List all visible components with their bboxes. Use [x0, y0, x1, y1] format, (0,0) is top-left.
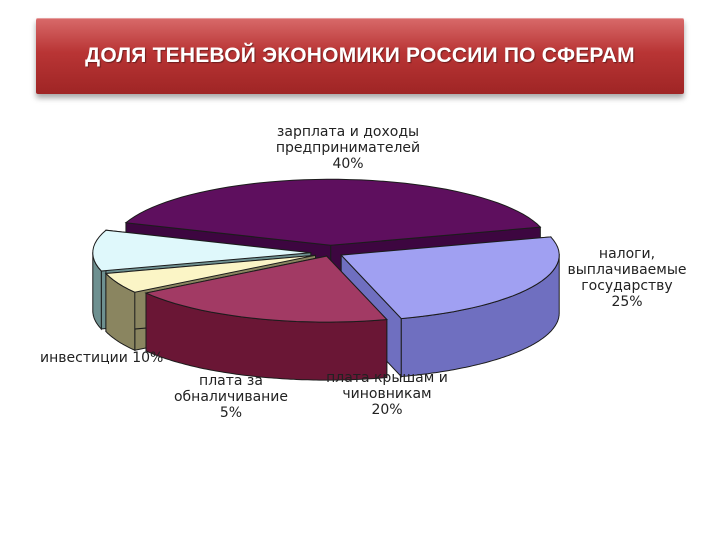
pie-slice-cashout: [104, 254, 316, 293]
title-banner: ДОЛЯ ТЕНЕВОЙ ЭКОНОМИКИ РОССИИ ПО СФЕРАМ: [36, 18, 684, 94]
pie-slice-salary: [124, 178, 542, 246]
slice-label-bribes: плата крышам и чиновникам 20%: [326, 370, 448, 418]
pie-slices: [92, 178, 560, 323]
slice-label-cashout: плата за обналичивание 5%: [173, 373, 289, 421]
pie-slice-taxes: [340, 236, 560, 320]
slice-label-taxes: налоги, выплачиваемые государству 25%: [567, 246, 687, 310]
pie-slice-bribes: [144, 255, 388, 323]
slice-label-investment: инвестиции 10%: [40, 350, 164, 366]
chart-title: ДОЛЯ ТЕНЕВОЙ ЭКОНОМИКИ РОССИИ ПО СФЕРАМ: [85, 44, 635, 67]
slice-label-salary: зарплата и доходы предпринимателей 40%: [275, 124, 421, 172]
pie-slice-investment: [92, 229, 311, 272]
